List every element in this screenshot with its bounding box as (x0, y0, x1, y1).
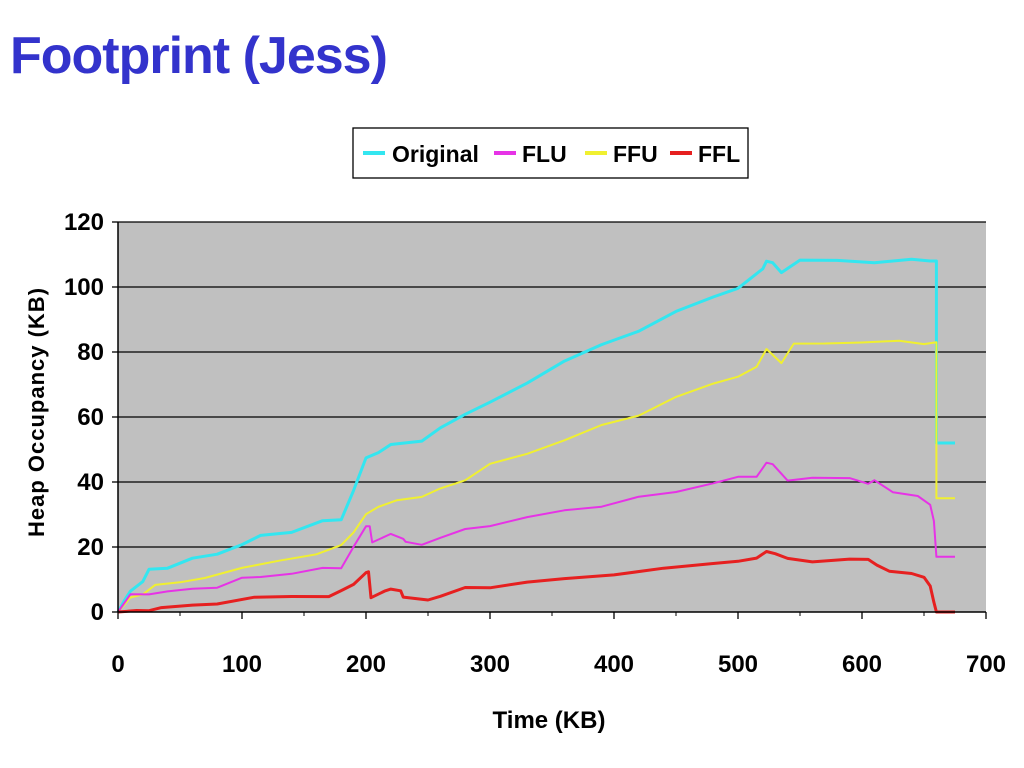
x-tick-label: 600 (842, 651, 882, 678)
y-tick-labels: 0 20 40 60 80 100 120 (64, 209, 104, 626)
gridlines (118, 221, 986, 548)
series-line-original (116, 257, 955, 613)
legend-label-flu: FLU (522, 141, 567, 167)
legend-label-ffu: FFU (613, 141, 658, 167)
slide-title: Footprint (Jess) (10, 27, 388, 85)
x-tick-label: 400 (594, 651, 634, 678)
series-line-ffu (117, 339, 955, 613)
y-tick-label: 80 (77, 339, 104, 366)
axes (112, 221, 987, 619)
y-tick-label: 40 (77, 469, 104, 496)
series-line-flu (117, 461, 955, 613)
y-tick-label: 100 (64, 274, 104, 301)
series-layer (116, 257, 955, 614)
series-line-ffl (117, 550, 955, 614)
legend: Original FLU FFU FFL (352, 127, 749, 179)
legend-label-ffl: FFL (698, 141, 740, 167)
x-tick-labels: 0 100 200 300 400 500 600 700 (111, 651, 1006, 678)
y-tick-label: 0 (91, 599, 104, 626)
x-axis-label: Time (KB) (493, 707, 606, 734)
x-tick-label: 0 (111, 651, 124, 678)
legend-label-original: Original (392, 141, 479, 167)
x-tick-label: 700 (966, 651, 1006, 678)
x-tick-label: 300 (470, 651, 510, 678)
y-axis-label: Heap Occupancy (KB) (24, 287, 49, 537)
x-tick-label: 500 (718, 651, 758, 678)
y-tick-label: 20 (77, 534, 104, 561)
x-tick-label: 200 (346, 651, 386, 678)
y-tick-label: 60 (77, 404, 104, 431)
x-tick-label: 100 (222, 651, 262, 678)
y-tick-label: 120 (64, 209, 104, 236)
